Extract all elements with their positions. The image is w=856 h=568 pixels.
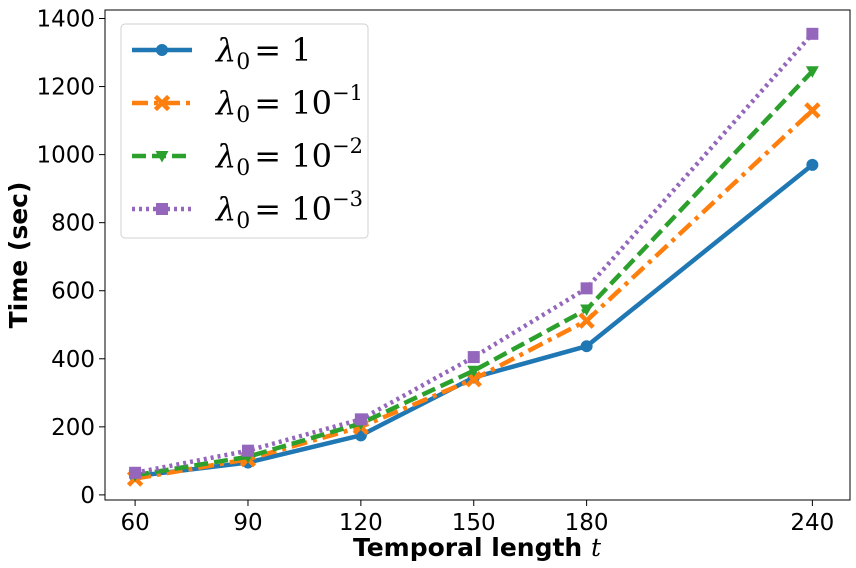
series-line (134, 32, 815, 475)
y-tick-label: 1400 (36, 7, 95, 33)
legend-label: λ0 = 1 (214, 31, 312, 75)
legend-entry-3: λ0 = 10−2 (132, 134, 363, 181)
data-point (467, 365, 481, 378)
x-axis-label: Temporal length t (353, 533, 602, 562)
x-tick-label: 60 (120, 510, 149, 536)
y-axis: 0 200 400 600 800 1000 1200 1400 (36, 7, 105, 509)
data-point (354, 413, 367, 426)
series-layer (126, 27, 821, 487)
legend-box (120, 23, 369, 239)
y-tick-label: 200 (51, 415, 95, 441)
y-tick-label: 800 (51, 211, 95, 237)
y-tick-label: 1200 (36, 75, 95, 101)
legend-marker (156, 203, 168, 215)
legend: λ0 = 1 λ0 = 10−1 λ0 = 10−2 λ0 = 10−3 (120, 23, 369, 239)
data-point (129, 466, 142, 479)
data-point (806, 158, 819, 171)
legend-marker (156, 44, 168, 56)
x-tick-label: 120 (339, 510, 383, 536)
y-tick-label: 0 (80, 483, 95, 509)
y-axis-label: Time (sec) (4, 182, 33, 329)
x-tick-label: 90 (233, 510, 262, 536)
legend-marker (155, 151, 169, 163)
data-point (465, 371, 482, 388)
data-point (467, 351, 480, 364)
legend-label: λ0 = 10−2 (214, 134, 363, 181)
data-point (580, 304, 594, 316)
series-line (134, 163, 814, 479)
data-point (805, 66, 819, 78)
y-tick-label: 600 (51, 279, 95, 305)
x-axis: 60 90 120 150 180 240 (120, 500, 834, 536)
legend-marker (153, 94, 171, 112)
y-tick-label: 400 (51, 347, 95, 373)
x-tick-label: 240 (790, 510, 834, 536)
series-4 (129, 27, 819, 479)
x-tick-label: 180 (565, 510, 609, 536)
y-tick-label: 1000 (36, 143, 95, 169)
data-point (804, 102, 821, 119)
data-point (580, 340, 593, 353)
series-line (134, 108, 814, 481)
legend-entry-1: λ0 = 1 (132, 31, 312, 75)
legend-entry-4: λ0 = 10−3 (132, 187, 363, 234)
legend-label: λ0 = 10−3 (214, 187, 363, 234)
legend-entry-2: λ0 = 10−1 (132, 81, 363, 128)
data-point (806, 27, 819, 40)
data-point (580, 282, 593, 295)
data-point (578, 312, 595, 329)
data-point (241, 444, 254, 457)
x-tick-label: 150 (452, 510, 496, 536)
legend-label: λ0 = 10−1 (214, 81, 363, 128)
